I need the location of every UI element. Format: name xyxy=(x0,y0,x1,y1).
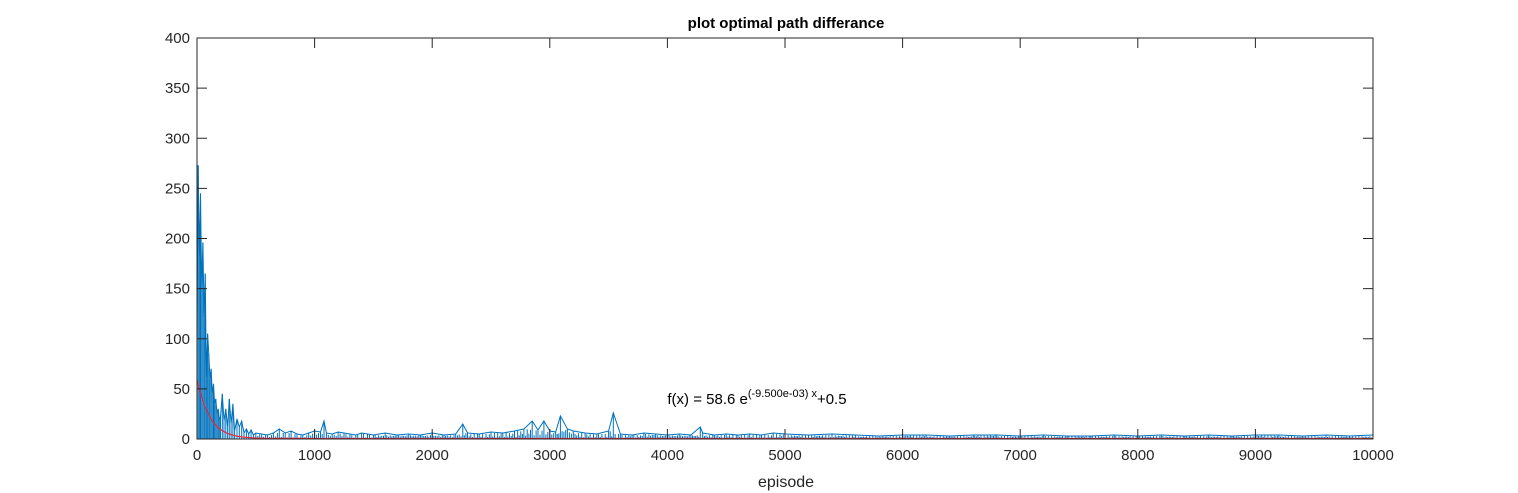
x-tick-label: 10000 xyxy=(1352,447,1394,464)
fit-equation-annotation: f(x) = 58.6 e(-9.500e-03) x+0.5 xyxy=(667,388,846,408)
chart-title: plot optimal path differance xyxy=(688,15,885,32)
x-tick-label: 8000 xyxy=(1121,447,1154,464)
x-tick-label: 2000 xyxy=(416,447,449,464)
y-tick-label: 150 xyxy=(165,281,190,298)
x-tick-label: 3000 xyxy=(533,447,566,464)
equation-superscript: (-9.500e-03) x xyxy=(748,388,818,400)
x-tick-label: 1000 xyxy=(298,447,331,464)
y-tick-label: 100 xyxy=(165,331,190,348)
y-tick-label: 400 xyxy=(165,30,190,47)
x-axis-label: episode xyxy=(758,474,814,491)
plot-area: 0 1000 2000 3000 4000 5000 6000 7000 8000 9000 100… xyxy=(165,30,1394,464)
x-tick-label: 7000 xyxy=(1004,447,1037,464)
y-tick-label: 0 xyxy=(182,431,190,448)
y-tick-label: 300 xyxy=(165,130,190,147)
data-series-line xyxy=(196,165,1374,437)
y-tick-label: 200 xyxy=(165,231,190,248)
y-tick-label: 250 xyxy=(165,180,190,197)
equation-prefix: f(x) = 58.6 e xyxy=(667,391,747,408)
y-tick-label: 350 xyxy=(165,80,190,97)
x-tick-label: 6000 xyxy=(886,447,919,464)
x-tick-label: 0 xyxy=(193,447,201,464)
x-tick-label: 9000 xyxy=(1239,447,1272,464)
x-tick-label: 5000 xyxy=(768,447,801,464)
equation-suffix: +0.5 xyxy=(817,391,847,408)
x-tick-label: 4000 xyxy=(651,447,684,464)
y-tick-label: 50 xyxy=(173,381,190,398)
